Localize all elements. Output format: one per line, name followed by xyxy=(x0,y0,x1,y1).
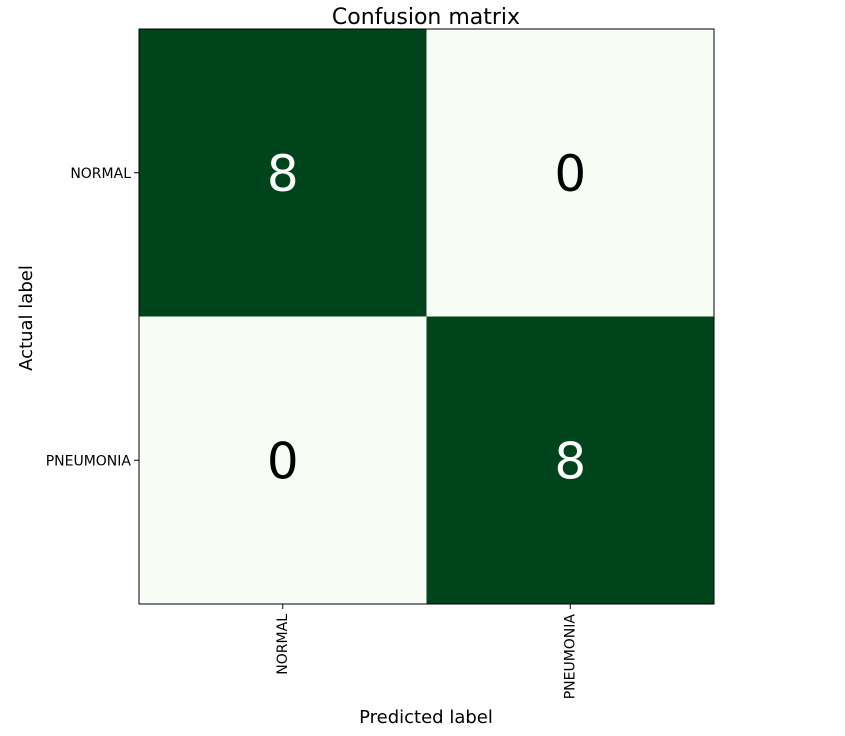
heatmap-cell xyxy=(139,29,427,317)
y-tick-label: PNEUMONIA xyxy=(46,453,132,469)
x-tick-label: PNEUMONIA xyxy=(562,614,578,700)
x-axis-ticks: NORMAL PNEUMONIA xyxy=(275,604,578,700)
cell-value-label: 0 xyxy=(267,432,299,490)
y-axis-label: Actual label xyxy=(16,265,37,371)
chart-title: Confusion matrix xyxy=(332,5,520,30)
cell-value-label: 8 xyxy=(554,432,586,490)
y-tick-label: NORMAL xyxy=(70,166,131,182)
x-tick-label: NORMAL xyxy=(275,614,291,675)
cell-value-label: 8 xyxy=(267,145,299,203)
heatmap-cell xyxy=(426,29,714,317)
cell-value-label: 0 xyxy=(554,145,586,203)
heatmap-cell xyxy=(139,316,427,604)
heatmap-cells xyxy=(139,29,714,604)
x-axis-label: Predicted label xyxy=(359,707,493,728)
plot-frame xyxy=(138,28,715,605)
y-axis-ticks: NORMAL PNEUMONIA xyxy=(46,166,139,469)
heatmap-cell xyxy=(426,316,714,604)
heatmap-cell-labels: 8 0 0 8 xyxy=(267,145,586,491)
